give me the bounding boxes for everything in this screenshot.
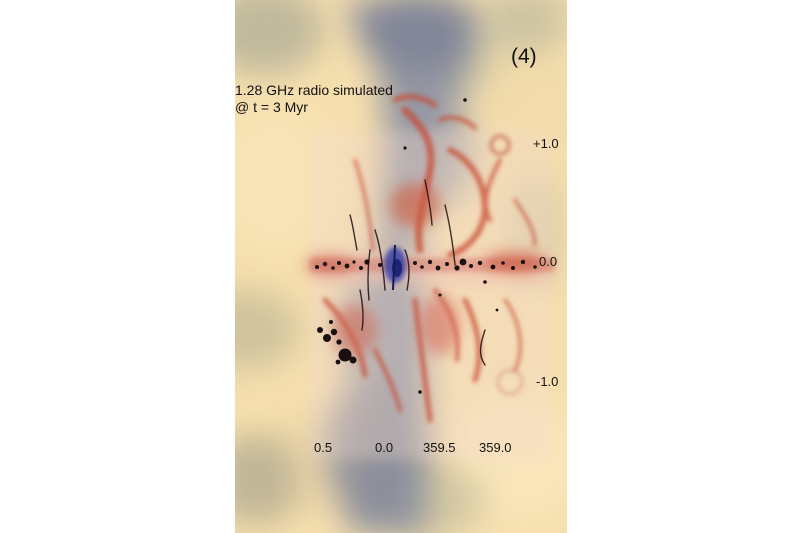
simulation-figure: (4) 1.28 GHz radio simulated @ t = 3 Myr…: [235, 0, 567, 533]
latitude-label: -1.0: [536, 374, 559, 389]
latitude-label: 0.0: [539, 254, 558, 269]
longitude-label: 359.0: [479, 440, 512, 455]
radio-map: [305, 94, 555, 460]
longitude-label: 0.5: [314, 440, 333, 455]
simulation-image: [235, 0, 567, 533]
caption-line-2: @ t = 3 Myr: [235, 99, 308, 115]
panel-label: (4): [511, 45, 537, 68]
galactic-center-core: [384, 244, 406, 291]
point-sources: [315, 98, 537, 394]
caption-line-1: 1.28 GHz radio simulated: [235, 82, 393, 98]
longitude-label: 359.5: [423, 440, 456, 455]
latitude-label: +1.0: [533, 136, 559, 151]
longitude-label: 0.0: [375, 440, 394, 455]
